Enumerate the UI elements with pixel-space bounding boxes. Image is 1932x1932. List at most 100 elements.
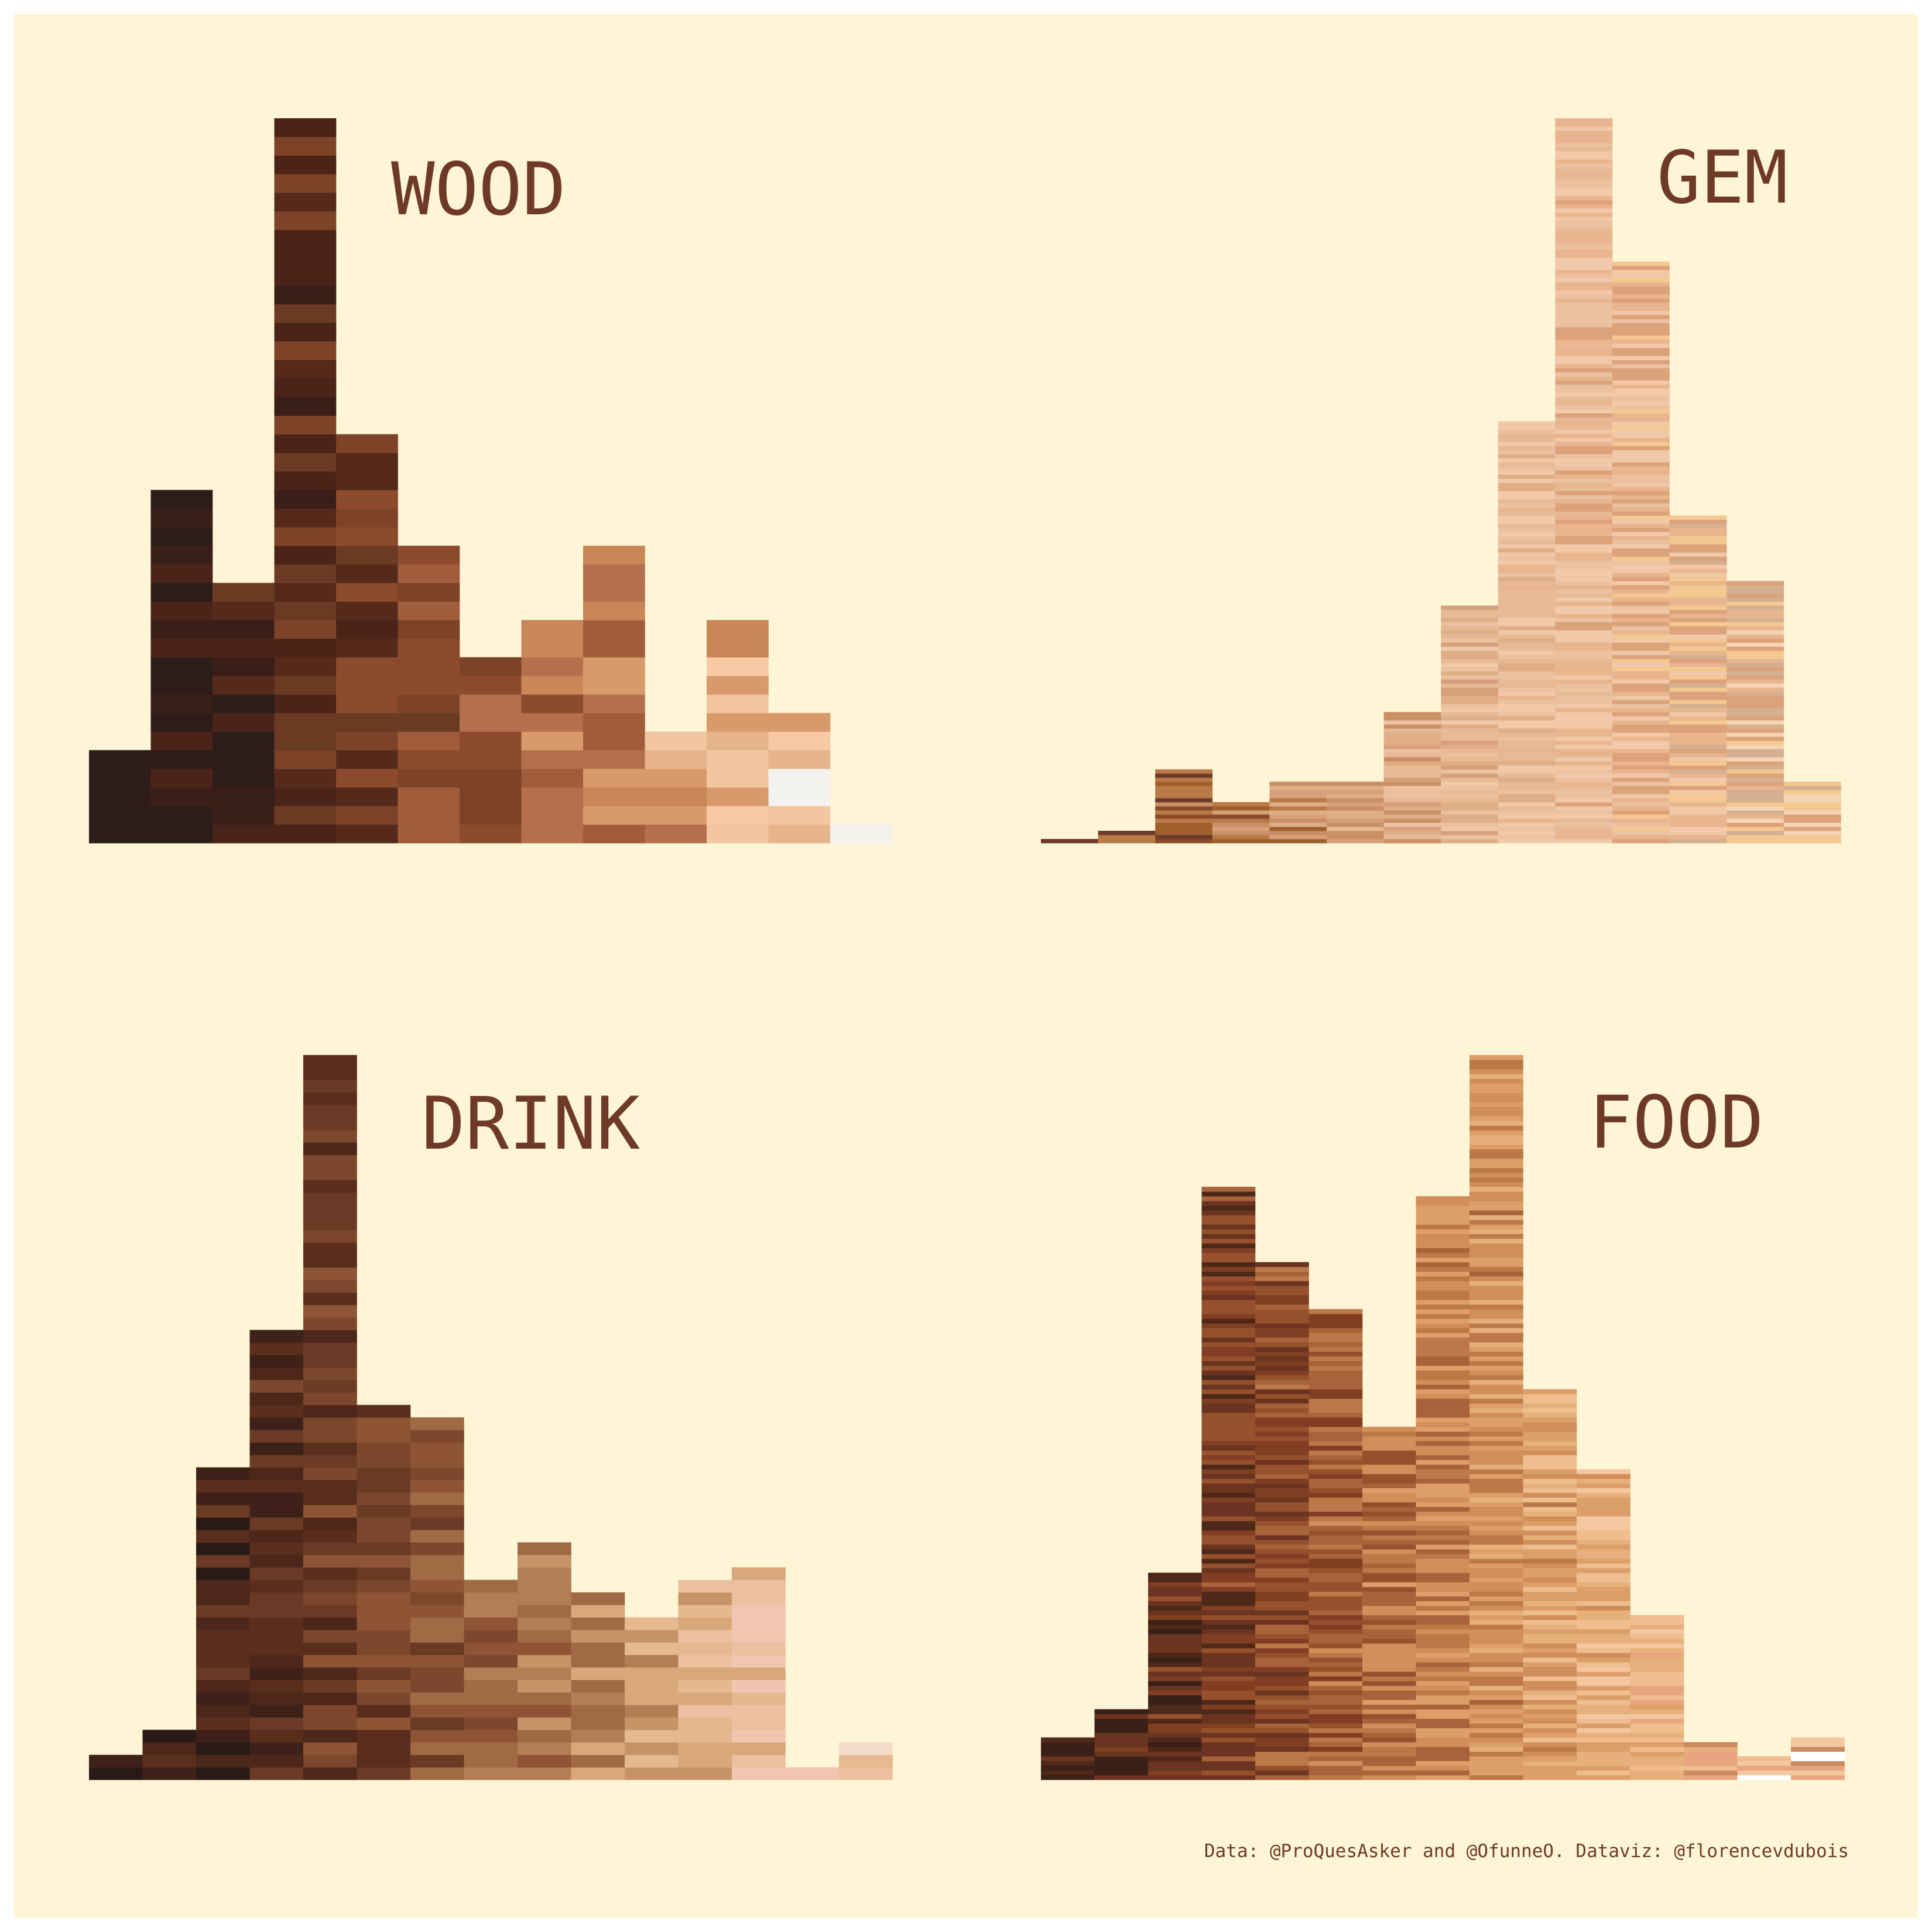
food-color-tile (1308, 1544, 1363, 1550)
food-color-tile (1469, 1064, 1523, 1070)
food-color-tile (1523, 1511, 1577, 1517)
food-color-tile (1469, 1276, 1523, 1282)
gem-color-tile (1612, 470, 1670, 475)
gem-color-tile (1498, 585, 1556, 590)
drink-color-tile (142, 1755, 197, 1768)
gem-color-tile (1498, 532, 1556, 536)
food-color-tile (1523, 1652, 1577, 1658)
food-color-tile (1255, 1478, 1309, 1484)
gem-color-tile (1669, 597, 1727, 602)
gem-color-tile (1212, 835, 1270, 840)
food-color-tile (1469, 1587, 1523, 1592)
gem-color-tile (1498, 462, 1556, 467)
food-color-tile (1308, 1695, 1363, 1700)
drink-bar (678, 1580, 732, 1780)
gem-color-tile (1498, 728, 1556, 733)
food-color-tile (1469, 1615, 1523, 1621)
food-color-tile (1362, 1704, 1416, 1710)
food-color-tile (1255, 1540, 1309, 1545)
food-color-tile (1416, 1520, 1470, 1526)
food-color-tile (1201, 1478, 1256, 1484)
gem-color-tile (1555, 757, 1613, 762)
gem-color-tile (1669, 532, 1727, 536)
drink-color-tile (89, 1767, 143, 1780)
food-color-tile (1469, 1243, 1523, 1248)
food-color-tile (1630, 1704, 1684, 1710)
gem-color-tile (1498, 745, 1556, 749)
food-color-tile (1577, 1511, 1630, 1517)
gem-color-tile (1383, 728, 1441, 733)
drink-color-tile (357, 1742, 411, 1755)
drink-color-tile (571, 1767, 625, 1780)
gem-color-tile (1727, 773, 1784, 778)
gem-color-tile (1612, 696, 1670, 700)
wood-color-tile (398, 750, 460, 769)
gem-color-tile (1669, 831, 1727, 835)
gem-color-tile (1783, 802, 1841, 807)
drink-color-tile (464, 1592, 518, 1605)
food-color-tile (1469, 1191, 1523, 1197)
wood-color-tile (768, 769, 831, 788)
gem-color-tile (1555, 823, 1613, 827)
gem-color-tile (1669, 691, 1727, 696)
food-color-tile (1577, 1474, 1630, 1479)
gem-color-tile (1727, 802, 1784, 807)
drink-color-tile (678, 1742, 732, 1755)
wood-color-tile (336, 787, 398, 806)
drink-color-tile (732, 1567, 786, 1580)
wood-color-tile (398, 546, 460, 565)
food-color-tile (1684, 1760, 1738, 1766)
gem-color-tile (1555, 700, 1613, 704)
gem-color-tile (1498, 626, 1556, 631)
wood-color-tile (583, 676, 645, 695)
gem-color-tile (1669, 593, 1727, 598)
drink-color-tile (196, 1592, 250, 1605)
drink-color-tile (196, 1642, 250, 1655)
drink-panel: DRINK (89, 1055, 893, 1780)
wood-color-tile (150, 527, 213, 546)
food-color-tile (1577, 1751, 1630, 1757)
gem-color-tile (1441, 626, 1499, 631)
food-color-tile (1416, 1760, 1470, 1766)
food-color-tile (1308, 1596, 1363, 1601)
gem-color-tile (1098, 839, 1156, 844)
food-color-tile (1523, 1662, 1577, 1667)
drink-color-tile (410, 1642, 464, 1655)
gem-color-tile (1612, 839, 1670, 844)
food-color-tile (1469, 1088, 1523, 1093)
drink-color-tile (357, 1580, 411, 1593)
drink-color-tile (625, 1629, 679, 1643)
gem-color-tile (1498, 786, 1556, 790)
gem-color-tile (1555, 232, 1613, 238)
food-color-tile (1255, 1365, 1309, 1371)
drink-color-tile (678, 1617, 732, 1630)
food-color-tile (1469, 1412, 1523, 1418)
food-color-tile (1148, 1629, 1202, 1635)
wood-color-tile (521, 638, 584, 657)
food-color-tile (1094, 1756, 1149, 1762)
food-color-tile (1416, 1328, 1470, 1333)
wood-color-tile (707, 638, 769, 657)
food-color-tile (1362, 1483, 1416, 1488)
food-color-tile (1362, 1657, 1416, 1663)
gem-color-tile (1555, 433, 1613, 438)
wood-color-tile (707, 806, 769, 825)
gem-color-tile (1669, 560, 1727, 565)
food-color-tile (1469, 1714, 1523, 1719)
food-color-tile (1255, 1709, 1309, 1714)
wood-color-tile (583, 583, 645, 602)
gem-color-tile (1555, 724, 1613, 729)
food-bar (1577, 1469, 1630, 1780)
food-color-tile (1362, 1695, 1416, 1700)
gem-color-tile (1669, 642, 1727, 647)
drink-color-tile (357, 1642, 411, 1655)
wood-color-tile (213, 750, 275, 769)
gem-color-tile (1727, 745, 1784, 749)
food-color-tile (1308, 1398, 1363, 1404)
drink-color-tile (303, 1092, 357, 1105)
gem-color-tile (1383, 786, 1441, 790)
gem-color-tile (1555, 286, 1613, 291)
wood-color-tile (521, 731, 584, 751)
food-color-tile (1308, 1347, 1363, 1352)
food-color-tile (1308, 1770, 1363, 1776)
